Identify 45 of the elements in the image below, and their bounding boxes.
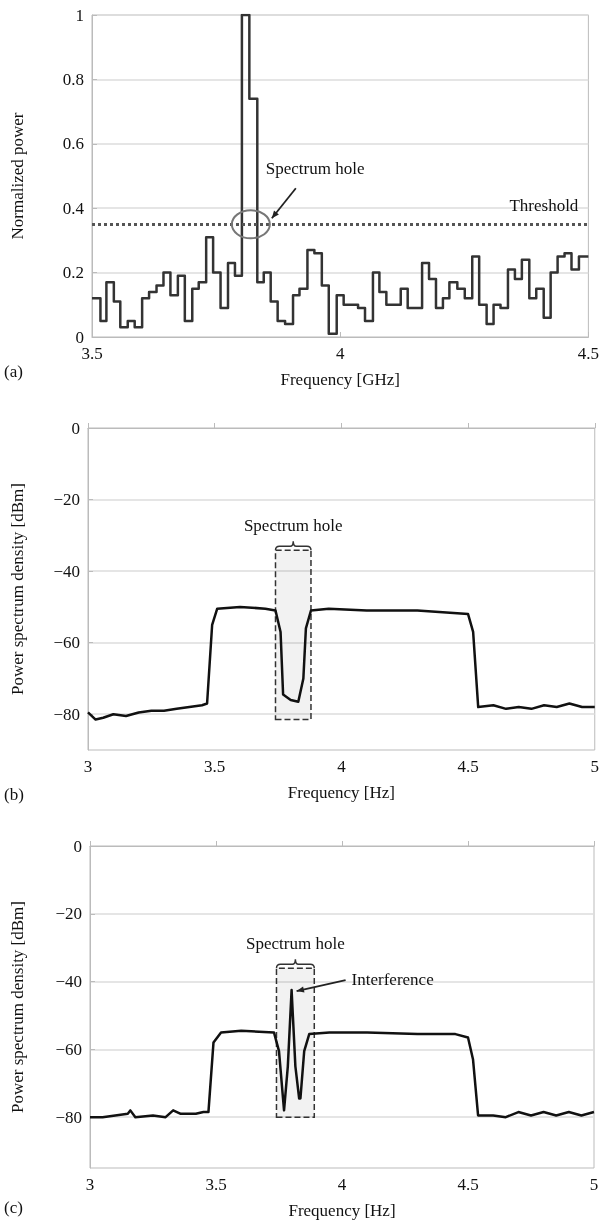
x-tick-label: 3 — [85, 1175, 95, 1194]
text: (b) — [4, 785, 24, 805]
annotation: Interference — [351, 970, 434, 990]
x-tick-label: 4.5 — [457, 1175, 479, 1194]
y-tick-label: 0 — [75, 327, 84, 347]
y-tick-label: 1 — [75, 5, 84, 25]
y-axis-title: Power spectrum density [dBm] — [8, 901, 27, 1113]
ref-line-label: Threshold — [509, 196, 579, 216]
x-tick-label: 3.5 — [205, 1175, 227, 1194]
x-tick-label: 4 — [337, 1175, 347, 1194]
x-tick-label: 3.5 — [204, 757, 226, 776]
y-tick-label: 0 — [73, 836, 82, 856]
y-tick-label: 0.8 — [62, 69, 84, 89]
x-tick-label: 4.5 — [457, 757, 479, 776]
y-tick-label: −40 — [53, 561, 80, 581]
band-label: Spectrum hole — [243, 515, 343, 535]
y-tick-label: −20 — [53, 490, 80, 510]
x-tick-label: 4 — [337, 757, 347, 776]
y-tick-label: −60 — [55, 1039, 82, 1059]
x-tick-label: 5 — [590, 757, 599, 776]
y-axis-title: Normalized power — [8, 112, 27, 240]
x-tick-label: 3.5 — [81, 344, 103, 363]
y-tick-label: 0.2 — [62, 263, 84, 283]
x-tick-label: 3 — [83, 757, 93, 776]
y-tick-label: −80 — [53, 704, 80, 724]
y-axis-title: Power spectrum density [dBm] — [8, 483, 27, 695]
x-tick-label: 4.5 — [577, 344, 599, 363]
y-tick-label: −60 — [53, 633, 80, 653]
y-tick-label: 0.6 — [62, 134, 84, 154]
annotation: Spectrum hole — [265, 159, 365, 179]
text: (c) — [4, 1198, 23, 1218]
text: (a) — [4, 362, 23, 382]
band-label: Spectrum hole — [246, 933, 345, 953]
x-axis-title: Frequency [GHz] — [280, 370, 400, 389]
x-tick-label: 4 — [335, 344, 345, 363]
y-tick-label: −40 — [55, 972, 82, 992]
x-tick-label: 5 — [589, 1175, 599, 1194]
y-tick-label: 0 — [71, 418, 80, 438]
y-tick-label: −80 — [55, 1107, 82, 1127]
x-axis-title: Frequency [Hz] — [287, 783, 395, 802]
y-tick-label: 0.4 — [62, 198, 85, 218]
y-tick-label: −20 — [55, 904, 82, 924]
line-series — [88, 988, 596, 1119]
line-series — [86, 605, 596, 721]
x-axis-title: Frequency [Hz] — [288, 1201, 396, 1220]
